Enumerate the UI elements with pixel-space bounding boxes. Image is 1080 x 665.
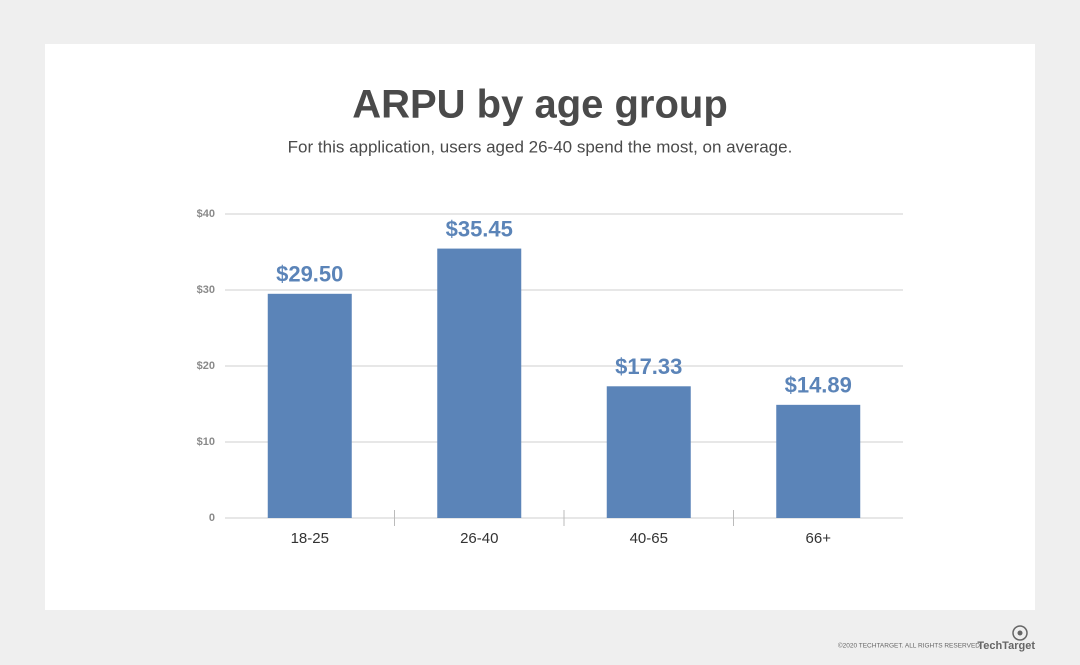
x-tick-label: 26-40 <box>460 530 498 547</box>
value-label: $29.50 <box>276 262 343 287</box>
logo: TechTarget <box>977 640 1035 652</box>
x-tick-label: 18-25 <box>291 530 329 547</box>
y-tick-label: $20 <box>197 360 215 372</box>
x-tick-label: 40-65 <box>630 530 668 547</box>
logo-icon <box>1012 625 1028 641</box>
bar <box>437 248 522 518</box>
y-tick-label: $30 <box>197 284 215 296</box>
bar <box>606 386 691 518</box>
chart-title: ARPU by age group <box>352 83 728 127</box>
copyright: ©2020 TECHTARGET. ALL RIGHTS RESERVED <box>838 642 980 650</box>
bar <box>776 404 861 518</box>
bar <box>267 293 352 518</box>
x-tick-label: 66+ <box>806 530 832 547</box>
y-tick-label: $40 <box>197 208 215 220</box>
value-label: $14.89 <box>785 373 852 398</box>
card <box>45 44 1035 610</box>
chart-subtitle: For this application, users aged 26-40 s… <box>288 137 793 156</box>
y-tick-label: 0 <box>209 512 215 524</box>
y-tick-label: $10 <box>197 436 215 448</box>
logo-icon <box>1017 630 1023 636</box>
value-label: $35.45 <box>446 216 513 241</box>
value-label: $17.33 <box>615 354 682 379</box>
